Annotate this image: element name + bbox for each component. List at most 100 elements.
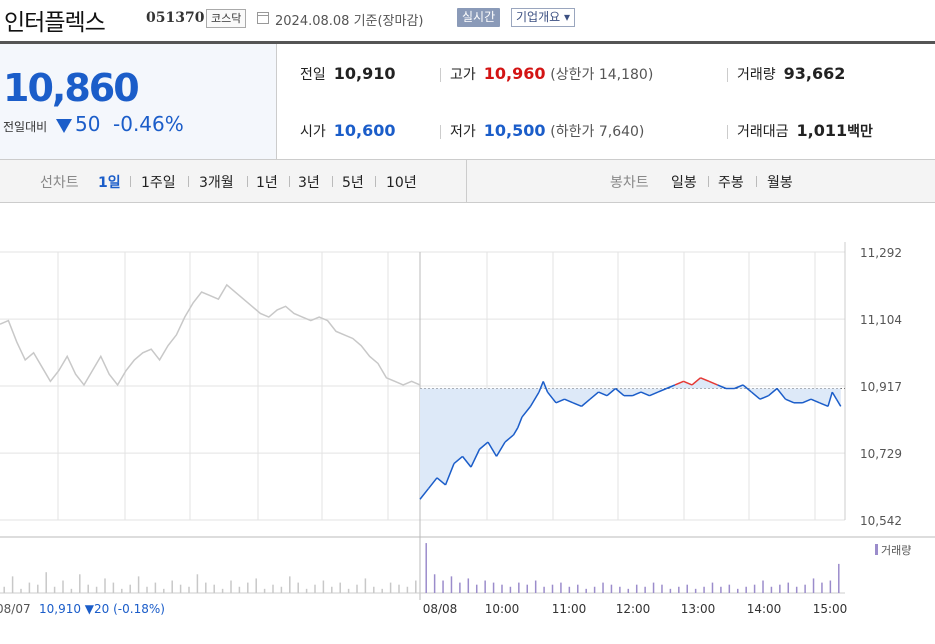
quote-amount: 거래대금 1,011백만 — [737, 121, 873, 141]
prev-day-info: 10,910 ▼20 (-0.18%) — [39, 602, 165, 616]
volume-legend: 거래량 — [881, 544, 911, 557]
lower-limit: (하한가 7,640) — [550, 124, 645, 140]
intraday-segment — [504, 434, 514, 443]
line-chart-label: 선차트 — [40, 175, 79, 191]
y-tick-label: 11,104 — [860, 313, 902, 327]
intraday-segment — [674, 380, 684, 386]
volume-label: 거래량 — [737, 67, 776, 83]
low-label: 저가 — [450, 124, 476, 140]
x-tick-label: 11:00 — [552, 602, 587, 616]
period-10y[interactable]: 10년 — [386, 175, 417, 191]
intraday-segment — [487, 441, 498, 457]
intraday-segment — [759, 394, 769, 400]
period-3m[interactable]: 3개월 — [199, 175, 234, 191]
separator — [440, 68, 441, 82]
intraday-segment — [835, 398, 842, 407]
x-tick-label: 13:00 — [681, 602, 716, 616]
candle-monthly[interactable]: 월봉 — [767, 175, 793, 191]
price-summary: 10,860 전일대비 50 -0.46% 전일 10,910 고가 10,960 … — [0, 44, 935, 160]
x-tick-label: 10:00 — [485, 602, 520, 616]
separator — [289, 176, 290, 187]
intraday-segment — [691, 377, 701, 386]
prev-close-value: 10,910 — [333, 64, 396, 83]
stock-header: 인터플렉스 051370 코스닥 2024.08.08 기준(장마감) 실시간 … — [0, 0, 935, 44]
y-tick-label: 11,292 — [860, 246, 902, 260]
separator — [130, 176, 131, 187]
intraday-segment — [700, 377, 710, 383]
intraday-segment — [768, 387, 778, 397]
amount-value: 1,011 — [796, 121, 848, 140]
y-tick-label: 10,542 — [860, 514, 902, 528]
separator — [708, 176, 709, 187]
intraday-segment — [444, 463, 455, 486]
volume-legend-swatch — [875, 544, 878, 555]
x-tick-label: 15:00 — [813, 602, 848, 616]
intraday-segment — [810, 398, 820, 404]
intraday-segment — [615, 387, 625, 397]
separator — [727, 125, 728, 139]
y-tick-label: 10,729 — [860, 447, 902, 461]
prev-day-date: 08/07 — [0, 602, 31, 616]
intraday-segment — [666, 384, 676, 390]
candle-daily[interactable]: 일봉 — [671, 175, 697, 191]
period-1w[interactable]: 1주일 — [141, 175, 176, 191]
separator — [188, 176, 189, 187]
intraday-segment — [802, 398, 812, 404]
intraday-segment — [640, 391, 650, 397]
separator — [440, 125, 441, 139]
intraday-segment — [831, 391, 838, 400]
intraday-segment — [657, 387, 667, 393]
separator — [727, 68, 728, 82]
intraday-segment — [470, 448, 481, 468]
current-price-box: 10,860 전일대비 50 -0.46% — [0, 44, 277, 159]
intraday-segment — [572, 402, 582, 408]
separator — [332, 176, 333, 187]
intraday-segment — [555, 398, 565, 404]
intraday-segment — [751, 391, 761, 400]
candle-weekly[interactable]: 주봉 — [718, 175, 744, 191]
quote-high: 고가 10,960 (상한가 14,180) — [450, 64, 653, 84]
realtime-button[interactable]: 실시간 — [457, 8, 501, 27]
intraday-segment — [436, 477, 446, 486]
calendar-icon — [257, 12, 269, 24]
down-arrow-icon — [56, 119, 72, 133]
intraday-segment — [776, 388, 787, 400]
current-price: 10,860 — [3, 66, 140, 110]
intraday-segment — [461, 455, 472, 468]
intraday-segment — [708, 380, 718, 386]
intraday-segment — [521, 405, 532, 418]
intraday-segment — [419, 488, 430, 500]
high-value: 10,960 — [483, 64, 546, 83]
period-1y[interactable]: 1년 — [256, 175, 278, 191]
separator — [247, 176, 248, 187]
intraday-segment — [606, 387, 616, 397]
candle-chart-label: 봉차트 — [610, 175, 649, 191]
separator — [375, 176, 376, 187]
intraday-segment — [717, 384, 727, 390]
intraday-segment — [453, 455, 463, 465]
intraday-segment — [649, 391, 659, 397]
chart-toolbar: 선차트 1일 1주일 3개월 1년 3년 5년 10년 봉차트 일봉 주봉 월봉 — [0, 160, 935, 203]
company-overview-button[interactable]: 기업개요 ▾ — [511, 8, 575, 27]
intraday-segment — [785, 398, 795, 404]
x-tick-label: 14:00 — [747, 602, 782, 616]
quote-volume: 거래량 93,662 — [737, 64, 845, 84]
amount-unit: 백만 — [847, 124, 873, 140]
intraday-segment — [546, 391, 557, 404]
intraday-segment — [495, 441, 506, 457]
intraday-segment — [819, 402, 829, 408]
stock-code: 051370 — [146, 10, 205, 26]
period-1d[interactable]: 1일 — [98, 175, 121, 191]
low-value: 10,500 — [483, 121, 546, 140]
stock-name: 인터플렉스 — [4, 10, 106, 36]
intraday-segment — [542, 381, 549, 393]
intraday-segment — [589, 391, 599, 400]
volume-value: 93,662 — [783, 64, 846, 83]
header-divider — [0, 41, 935, 44]
intraday-segment — [598, 391, 608, 397]
period-3y[interactable]: 3년 — [298, 175, 320, 191]
quote-low: 저가 10,500 (하한가 7,640) — [450, 121, 644, 141]
period-5y[interactable]: 5년 — [342, 175, 364, 191]
intraday-segment — [517, 416, 523, 429]
